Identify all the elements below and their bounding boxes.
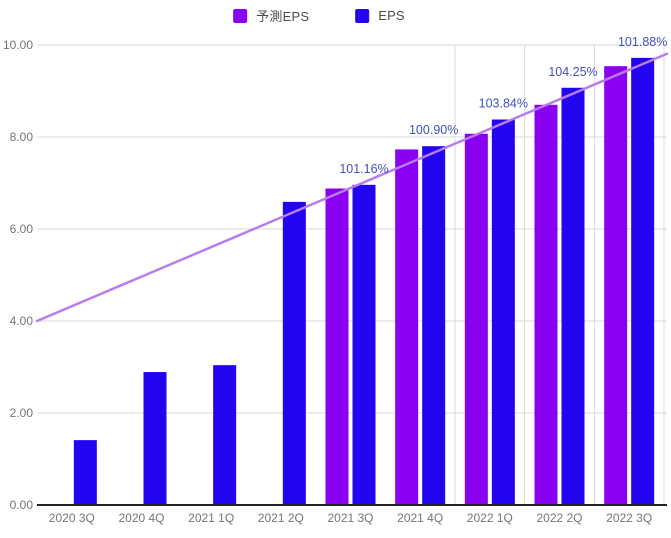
- x-axis-label: 2020 3Q: [49, 511, 95, 525]
- bar-annotation: 103.84%: [479, 97, 528, 111]
- x-axis-label: 2021 4Q: [397, 511, 443, 525]
- bar-forecast-eps[interactable]: [464, 133, 488, 505]
- legend-swatch-eps: [355, 8, 370, 23]
- bar-annotation: 101.16%: [339, 162, 388, 176]
- legend-item-forecast-eps[interactable]: 予測EPS: [233, 6, 309, 25]
- bar-forecast-eps[interactable]: [534, 104, 558, 506]
- bar-annotation: 100.90%: [409, 123, 458, 137]
- bar-annotation: 101.88%: [618, 35, 667, 49]
- x-axis-label: 2021 1Q: [188, 511, 234, 525]
- y-axis-label: 0.00: [10, 498, 34, 512]
- legend-label-eps: EPS: [378, 8, 405, 23]
- bar-forecast-eps[interactable]: [325, 188, 349, 505]
- bar-forecast-eps[interactable]: [395, 149, 419, 506]
- bar-annotation: 104.25%: [548, 65, 597, 79]
- y-axis-label: 10.00: [3, 38, 33, 52]
- trendline: [35, 52, 669, 323]
- x-axis-label: 2021 2Q: [258, 511, 304, 525]
- x-axis-label: 2022 3Q: [606, 511, 652, 525]
- x-axis-label: 2020 4Q: [118, 511, 164, 525]
- chart-legend: 予測EPS EPS: [233, 6, 405, 25]
- x-axis-label: 2022 1Q: [467, 511, 513, 525]
- bar-forecast-eps[interactable]: [604, 66, 628, 505]
- bar-eps[interactable]: [282, 201, 306, 506]
- x-axis-label: 2022 2Q: [536, 511, 582, 525]
- bar-eps[interactable]: [631, 57, 655, 505]
- y-axis-label: 2.00: [10, 406, 34, 420]
- y-axis-label: 6.00: [10, 222, 34, 236]
- y-axis-label: 8.00: [10, 130, 34, 144]
- legend-item-eps[interactable]: EPS: [355, 8, 405, 23]
- bar-eps[interactable]: [491, 119, 515, 506]
- legend-label-forecast-eps: 予測EPS: [256, 9, 310, 24]
- legend-swatch-forecast-eps: [233, 8, 248, 23]
- bar-eps[interactable]: [422, 146, 446, 505]
- bar-eps[interactable]: [213, 365, 237, 505]
- y-axis-label: 4.00: [10, 314, 34, 328]
- x-axis-label: 2021 3Q: [327, 511, 373, 525]
- bar-eps[interactable]: [73, 440, 97, 505]
- bar-eps[interactable]: [143, 372, 167, 505]
- bar-eps[interactable]: [352, 184, 376, 505]
- bar-eps[interactable]: [561, 87, 585, 505]
